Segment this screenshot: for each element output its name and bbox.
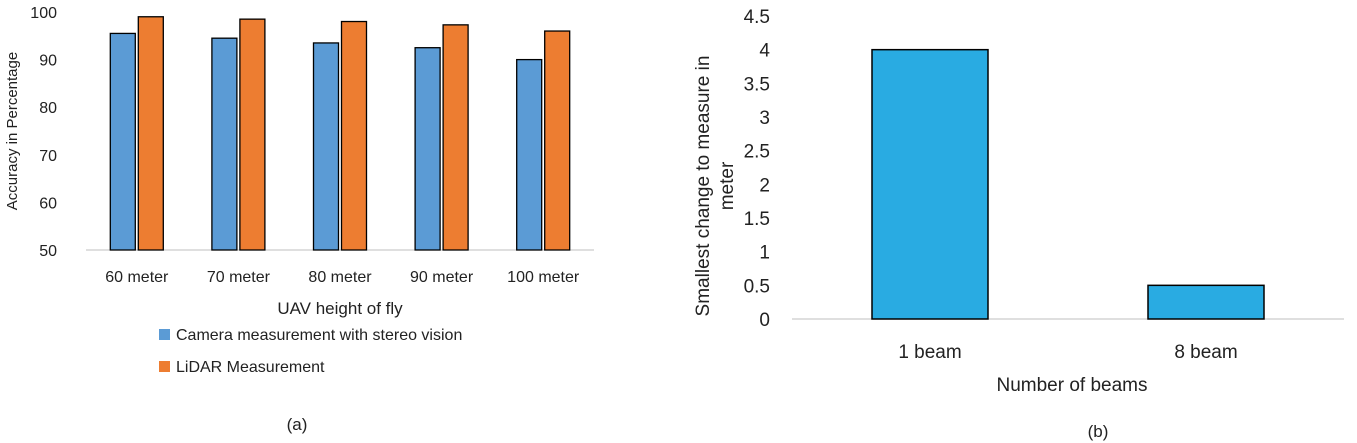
chart-b-y-tick-label: 2.5 xyxy=(744,142,770,163)
chart-a-y-tick-label: 90 xyxy=(39,53,57,70)
chart-a-x-tick-label: 60 meter xyxy=(105,269,169,286)
chart-b-y-tick-label: 0 xyxy=(759,310,770,331)
chart-a-legend: Camera measurement with stereo vision Li… xyxy=(159,327,462,376)
chart-b-y-ticks: 0 0.5 1 1.5 2 2.5 3 3.5 4 4.5 xyxy=(744,7,771,331)
chart-a-y-ticks: 50 60 70 80 90 100 xyxy=(30,5,57,260)
chart-a-y-tick-label: 50 xyxy=(39,243,57,260)
bar-lidar-70-meter xyxy=(239,18,266,251)
bar-lidar-60-meter xyxy=(137,16,164,251)
legend-label-lidar: LiDAR Measurement xyxy=(176,359,325,376)
bar-lidar-90-meter xyxy=(442,24,469,251)
chart-b-beams: 0 0.5 1 1.5 2 2.5 3 3.5 4 4.5 1 beam 8 beam Number… xyxy=(693,7,1344,441)
bar-8-beam xyxy=(1147,284,1265,320)
chart-a-y-tick-label: 80 xyxy=(39,100,57,117)
bar-lidar-100-meter xyxy=(544,30,571,251)
chart-b-x-axis-title: Number of beams xyxy=(996,375,1147,396)
chart-b-x-ticks: 1 beam 8 beam xyxy=(898,342,1237,363)
chart-b-y-tick-label: 3 xyxy=(759,108,770,129)
chart-a-x-tick-label: 90 meter xyxy=(410,269,474,286)
chart-a-bars xyxy=(109,16,571,251)
chart-b-y-tick-label: 0.5 xyxy=(744,276,770,297)
legend-swatch-camera xyxy=(159,329,170,340)
chart-b-x-tick-label: 8 beam xyxy=(1174,342,1237,363)
chart-a-y-axis-title: Accuracy in Percentage xyxy=(4,52,21,210)
chart-b-y-tick-label: 3.5 xyxy=(744,74,770,95)
chart-a-x-tick-label: 100 meter xyxy=(507,269,580,286)
chart-a-panel-label: (a) xyxy=(287,415,308,434)
chart-b-y-tick-label: 1.5 xyxy=(744,209,770,230)
bar-camera-90-meter xyxy=(414,47,441,251)
chart-a-y-tick-label: 100 xyxy=(30,5,57,22)
legend-swatch-lidar xyxy=(159,361,170,372)
chart-b-x-tick-label: 1 beam xyxy=(898,342,961,363)
chart-a-accuracy: 50 60 70 80 90 100 60 meter 70 meter 80 meter 90… xyxy=(4,5,594,434)
chart-b-y-tick-label: 4 xyxy=(759,41,770,62)
bar-lidar-80-meter xyxy=(340,20,368,251)
bar-camera-80-meter xyxy=(312,42,340,251)
bar-camera-60-meter xyxy=(109,32,136,251)
chart-b-bars xyxy=(871,48,1265,320)
chart-b-panel-label: (b) xyxy=(1088,422,1109,441)
chart-a-x-axis-title: UAV height of fly xyxy=(277,299,403,318)
bar-camera-70-meter xyxy=(211,37,238,251)
chart-a-x-tick-label: 80 meter xyxy=(308,269,372,286)
legend-label-camera: Camera measurement with stereo vision xyxy=(176,327,462,344)
chart-a-x-ticks: 60 meter 70 meter 80 meter 90 meter 100 mete… xyxy=(105,269,580,286)
chart-a-y-tick-label: 70 xyxy=(39,148,57,165)
chart-a-y-tick-label: 60 xyxy=(39,195,57,212)
bar-1-beam xyxy=(871,48,989,320)
chart-a-x-tick-label: 70 meter xyxy=(207,269,271,286)
chart-b-y-tick-label: 4.5 xyxy=(744,7,770,28)
chart-b-y-axis-title-line-1: Smallest change to measure in xyxy=(693,56,714,317)
chart-b-y-tick-label: 1 xyxy=(759,243,770,264)
bar-camera-100-meter xyxy=(516,58,543,251)
chart-b-y-tick-label: 2 xyxy=(759,175,770,196)
chart-b-y-axis-title-line-2: meter xyxy=(717,161,738,210)
